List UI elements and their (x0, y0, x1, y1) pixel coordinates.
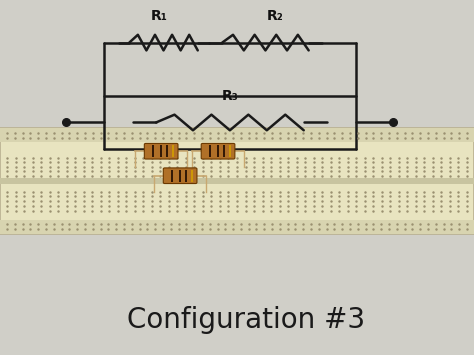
Bar (0, 128, 474, 234)
Text: R₂: R₂ (266, 9, 283, 23)
Bar (0, 178, 474, 184)
FancyBboxPatch shape (144, 143, 178, 159)
Text: R₁: R₁ (150, 9, 167, 23)
FancyBboxPatch shape (201, 143, 235, 159)
Text: R₃: R₃ (221, 89, 238, 103)
FancyBboxPatch shape (163, 168, 197, 184)
Bar (0, 220, 474, 234)
Bar (0, 128, 474, 142)
Text: Configuration #3: Configuration #3 (128, 306, 365, 334)
